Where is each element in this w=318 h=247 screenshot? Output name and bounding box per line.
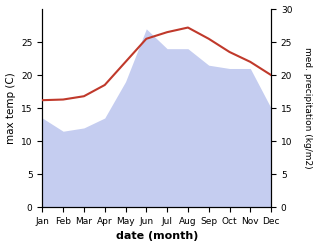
X-axis label: date (month): date (month) [115, 231, 198, 242]
Y-axis label: max temp (C): max temp (C) [5, 72, 16, 144]
Y-axis label: med. precipitation (kg/m2): med. precipitation (kg/m2) [303, 47, 313, 169]
